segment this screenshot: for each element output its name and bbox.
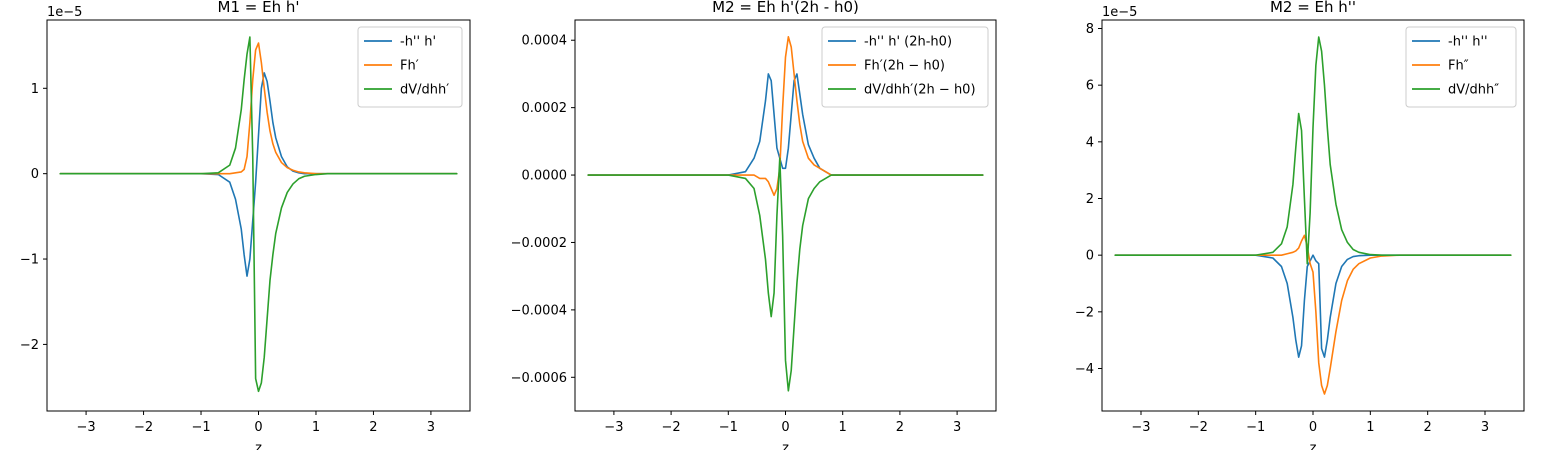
legend-box [357,26,463,108]
x-tick-label: 0 [781,420,789,435]
subplot-m2: −3 −2 −1 0 1 2 3 −0.0006 −0.0004 −0.0002 0.0000 0.0… [511,0,997,450]
x-tick-label: 1 [839,420,847,435]
chart-title: M2 = Eh h'(2h - h0) [712,0,859,16]
x-axis-label: z [782,441,789,450]
x-tick-label: −3 [604,420,623,435]
chart-title: M1 = Eh h' [218,0,300,16]
x-axis-label: z [255,441,262,450]
y-tick-label: 2 [1086,192,1094,207]
legend-label: -h'' h' [400,35,436,50]
y-tick-label: −0.0002 [511,236,567,251]
y-tick-label: −4 [1075,362,1094,377]
x-tick-label: −3 [1131,420,1150,435]
x-tick-label: 2 [369,420,377,435]
x-tick-label: 0 [1309,420,1317,435]
series-line-3 [59,36,458,393]
x-tick-label: 0 [254,420,262,435]
legend-label: -h'' h'' [1448,35,1488,50]
legend-label: Fh″ [1448,59,1469,74]
chart-title: M2 = Eh h'' [1270,0,1356,16]
series-line-3 [587,157,984,392]
y-tick-label: 6 [1086,79,1094,94]
y-tick-label: −0.0006 [511,371,567,386]
legend-label: -h'' h' (2h-h0) [864,35,952,50]
x-tick-label: −1 [1246,420,1265,435]
y-offset-text: 1e−5 [1102,5,1137,20]
x-axis-label: z [1310,441,1317,450]
y-tick-label: −2 [1075,305,1094,320]
subplot-m2-second: −3 −2 −1 0 1 2 3 −4 −2 0 2 4 6 8 M2 = Eh h'' z 1e−5 -h'' … [1075,0,1525,450]
y-tick-label: 1 [31,82,39,97]
legend-box [821,26,989,108]
y-offset-text: 1e−5 [47,5,82,20]
x-tick-label: 3 [1481,420,1489,435]
x-tick-label: 3 [953,420,961,435]
x-tick-label: −1 [719,420,738,435]
series-line-2 [59,42,458,175]
legend-label: Fh′(2h − h0) [864,59,945,74]
legend-box [1405,26,1517,108]
y-tick-label: 0.0002 [522,101,568,116]
x-tick-label: 1 [312,420,320,435]
y-tick-label: −2 [20,338,39,353]
series-line-2 [1114,234,1512,395]
x-tick-label: 1 [1366,420,1374,435]
x-tick-label: 2 [1424,420,1432,435]
y-tick-label: 0.0004 [522,34,568,49]
legend-label: dV/dhh′ [400,83,449,98]
x-tick-label: −2 [662,420,681,435]
legend-label: dV/dhh″ [1448,83,1499,98]
legend-label: Fh′ [400,59,419,74]
y-tick-label: −1 [20,253,39,268]
x-tick-label: 3 [427,420,435,435]
y-tick-label: 8 [1086,22,1094,37]
series-line-3 [1114,36,1512,265]
legend-label: dV/dhh′(2h − h0) [864,83,976,98]
subplot-m1: −3 −2 −1 0 1 2 3 −2 −1 0 1 M1 = Eh h' z 1e−5 -h'' h' Fh… [20,0,471,450]
x-tick-label: −2 [1189,420,1208,435]
y-tick-label: 0 [1086,249,1094,264]
y-tick-label: 0 [31,167,39,182]
series-line-1 [1114,254,1512,358]
y-tick-label: 0.0000 [522,169,568,184]
x-tick-label: 2 [896,420,904,435]
x-tick-label: −1 [191,420,210,435]
x-tick-label: −2 [134,420,153,435]
x-tick-label: −3 [76,420,95,435]
y-tick-label: 4 [1086,135,1094,150]
y-tick-label: −0.0004 [511,303,567,318]
